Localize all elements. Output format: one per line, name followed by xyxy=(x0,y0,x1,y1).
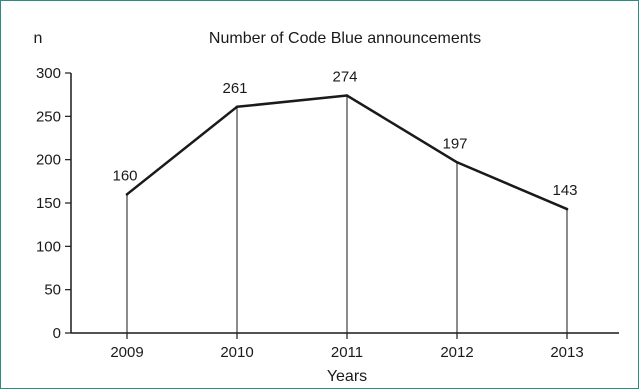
data-point xyxy=(565,207,569,211)
data-labels: 160 261 274 197 143 xyxy=(112,69,577,200)
data-label: 160 xyxy=(112,167,137,184)
chart-title: Number of Code Blue announcements xyxy=(209,30,481,47)
data-point xyxy=(455,160,459,164)
y-tick-label: 0 xyxy=(53,325,61,342)
y-tick-label: 300 xyxy=(36,65,61,82)
x-tick-label: 2010 xyxy=(220,344,253,361)
data-point xyxy=(125,193,129,196)
x-axis-label: Years xyxy=(327,368,367,385)
y-tick-label: 50 xyxy=(44,282,61,299)
y-ticks: 0 50 100 150 200 250 300 xyxy=(36,65,71,342)
data-point xyxy=(235,105,239,109)
y-tick-label: 200 xyxy=(36,152,61,169)
y-tick-label: 150 xyxy=(36,195,61,212)
data-label: 197 xyxy=(442,135,467,152)
data-label: 261 xyxy=(222,80,247,97)
axes xyxy=(70,73,619,334)
y-axis-label: n xyxy=(34,30,43,47)
data-point xyxy=(345,94,349,97)
x-tick-label: 2013 xyxy=(550,344,583,361)
x-tick-label: 2012 xyxy=(440,344,473,361)
drop-lines xyxy=(126,95,568,333)
data-label: 274 xyxy=(332,69,357,86)
x-tick-label: 2011 xyxy=(331,344,363,361)
data-label: 143 xyxy=(552,182,577,199)
y-tick-label: 250 xyxy=(36,108,61,125)
x-ticks: 2009 2010 2011 2012 2013 xyxy=(110,333,584,361)
x-tick-label: 2009 xyxy=(110,344,143,361)
y-tick-label: 100 xyxy=(36,238,61,255)
series-line xyxy=(125,94,569,211)
